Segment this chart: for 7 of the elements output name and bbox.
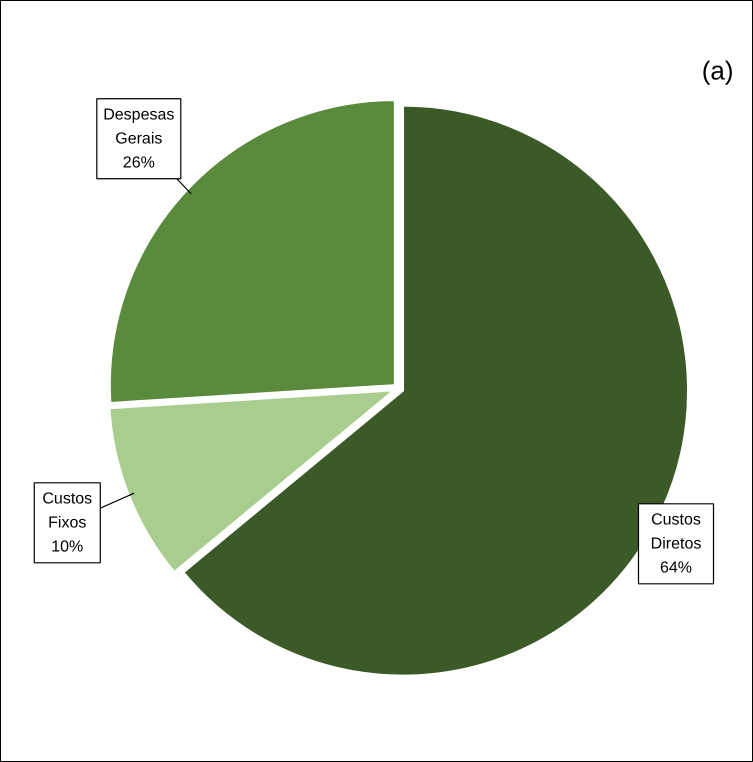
data-label: 26% — [122, 154, 155, 172]
slice-label: Custos Fixos — [42, 490, 92, 532]
slice-label: Custos Diretos — [650, 511, 702, 552]
slice-label: Despesas Gerais — [103, 106, 174, 148]
data-label: 10% — [51, 538, 84, 556]
data-label: 64% — [660, 559, 692, 576]
text: (a) — [702, 56, 734, 86]
